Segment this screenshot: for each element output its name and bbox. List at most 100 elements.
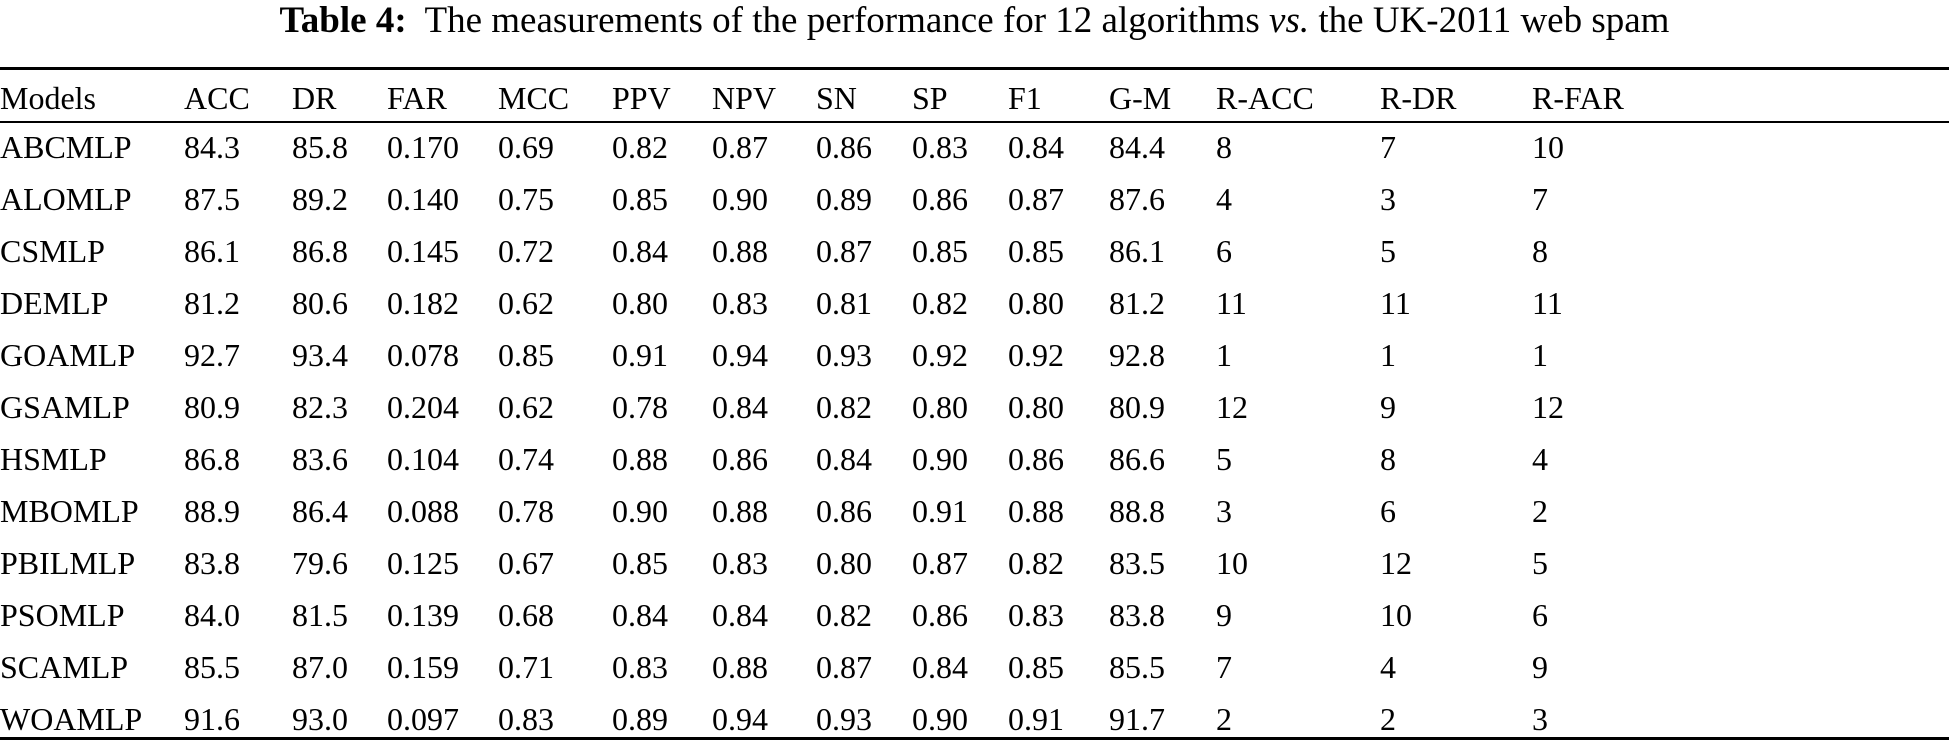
table-cell: 0.078 [387,337,459,373]
column-header: R-ACC [1216,80,1314,116]
table-cell: 82.3 [292,389,348,425]
table-cell: 6 [1216,233,1232,269]
table-cell: 84.0 [184,597,240,633]
table-cell: 5 [1532,545,1548,581]
column-header: F1 [1008,80,1042,116]
table-cell: 0.82 [816,597,872,633]
table-cell: 0.84 [1008,129,1064,165]
table-row: ABCMLP 84.3 85.8 0.170 0.69 0.82 0.87 0.86 0.83 0… [0,121,1646,173]
table-cell: 0.90 [912,441,968,477]
column-header: MCC [498,80,570,116]
model-name-cell: DEMLP [0,285,109,321]
table-cell: 0.71 [498,649,554,685]
table-cell: 0.84 [712,597,768,633]
table-cell: 0.89 [612,701,668,737]
table-cell: 8 [1380,441,1396,477]
table-cell: 0.83 [498,701,554,737]
table-cell: 0.90 [612,493,668,529]
table-cell: 0.85 [912,233,968,269]
table-cell: 0.104 [387,441,459,477]
table-cell: 85.5 [184,649,240,685]
table-cell: 12 [1216,389,1248,425]
table-cell: 86.8 [184,441,240,477]
table-cell: 0.84 [816,441,872,477]
table-row: PSOMLP 84.0 81.5 0.139 0.68 0.84 0.84 0.82 0.86 0… [0,589,1646,641]
column-header: R-FAR [1532,80,1624,116]
table-cell: 7 [1216,649,1232,685]
table-cell: 84.4 [1109,129,1165,165]
table-cell: 9 [1380,389,1396,425]
table-cell: 0.86 [712,441,768,477]
table-cell: 0.88 [712,233,768,269]
model-name-cell: ALOMLP [0,181,132,217]
table-row: ALOMLP 87.5 89.2 0.140 0.75 0.85 0.90 0.89 0.86 0… [0,173,1646,225]
table-cell: 0.85 [612,545,668,581]
table-cell: 0.87 [912,545,968,581]
column-header: PPV [612,80,671,116]
table-row: DEMLP 81.2 80.6 0.182 0.62 0.80 0.83 0.81 0.82 0.… [0,277,1646,329]
table-cell: 0.87 [816,233,872,269]
table-cell: 0.90 [912,701,968,737]
table-cell: 81.5 [292,597,348,633]
model-name-cell: CSMLP [0,233,105,269]
table-cell: 86.1 [184,233,240,269]
table-cell: 0.69 [498,129,554,165]
table-cell: 7 [1380,129,1396,165]
table-cell: 86.1 [1109,233,1165,269]
table-row: GSAMLP 80.9 82.3 0.204 0.62 0.78 0.84 0.82 0.80 0… [0,381,1646,433]
column-header: SN [816,80,857,116]
table-cell: 81.2 [1109,285,1165,321]
table-cell: 89.2 [292,181,348,217]
table-cell: 11 [1532,285,1563,321]
table-cell: 0.85 [1008,649,1064,685]
table-cell: 10 [1380,597,1412,633]
table-cell: 0.145 [387,233,459,269]
table-cell: 9 [1216,597,1232,633]
table-cell: 0.84 [712,389,768,425]
table-cell: 0.182 [387,285,459,321]
table-cell: 0.88 [1008,493,1064,529]
table-cell: 0.80 [816,545,872,581]
table-cell: 9 [1532,649,1548,685]
table-cell: 92.8 [1109,337,1165,373]
table-cell: 0.81 [816,285,872,321]
table-cell: 0.80 [1008,389,1064,425]
table-cell: 0.83 [712,285,768,321]
table-cell: 0.87 [816,649,872,685]
table-cell: 0.92 [1008,337,1064,373]
caption-text-end: the UK-2011 web spam [1318,0,1670,41]
table-cell: 87.6 [1109,181,1165,217]
table-cell: 0.88 [612,441,668,477]
table-cell: 93.0 [292,701,348,737]
table-cell: 2 [1532,493,1548,529]
table-cell: 2 [1216,701,1232,737]
column-header: ACC [184,80,250,116]
table-cell: 0.86 [1008,441,1064,477]
table-cell: 0.90 [712,181,768,217]
model-name-cell: PBILMLP [0,545,136,581]
table-cell: 0.84 [912,649,968,685]
table-cell: 0.86 [912,181,968,217]
table-cell: 8 [1532,233,1548,269]
table-cell: 83.8 [1109,597,1165,633]
table-cell: 0.87 [1008,181,1064,217]
table-cell: 12 [1380,545,1412,581]
table-cell: 84.3 [184,129,240,165]
table-cell: 0.92 [912,337,968,373]
table-cell: 0.82 [1008,545,1064,581]
model-name-cell: SCAMLP [0,649,129,685]
table-cell: 6 [1380,493,1396,529]
header-rule [0,121,1949,123]
table-cell: 87.0 [292,649,348,685]
table-cell: 0.94 [712,337,768,373]
model-name-cell: GOAMLP [0,337,136,373]
column-header: DR [292,80,337,116]
table-cell: 0.86 [912,597,968,633]
table-cell: 83.5 [1109,545,1165,581]
table-cell: 0.86 [816,129,872,165]
table-cell: 92.7 [184,337,240,373]
table-cell: 5 [1216,441,1232,477]
table-cell: 0.68 [498,597,554,633]
table-cell: 0.62 [498,389,554,425]
table-cell: 79.6 [292,545,348,581]
